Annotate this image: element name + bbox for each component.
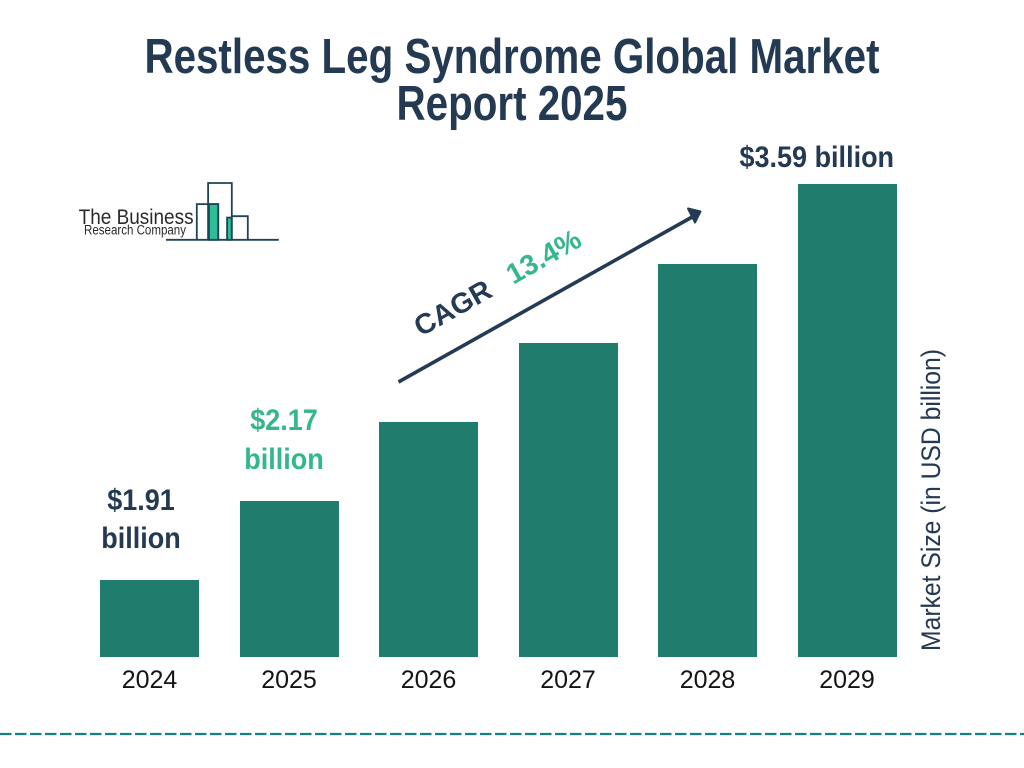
svg-text:Research Company: Research Company — [84, 223, 186, 238]
svg-text:Market Size (in USD billion): Market Size (in USD billion) — [916, 349, 946, 651]
svg-text:The Business: The Business — [79, 206, 194, 229]
